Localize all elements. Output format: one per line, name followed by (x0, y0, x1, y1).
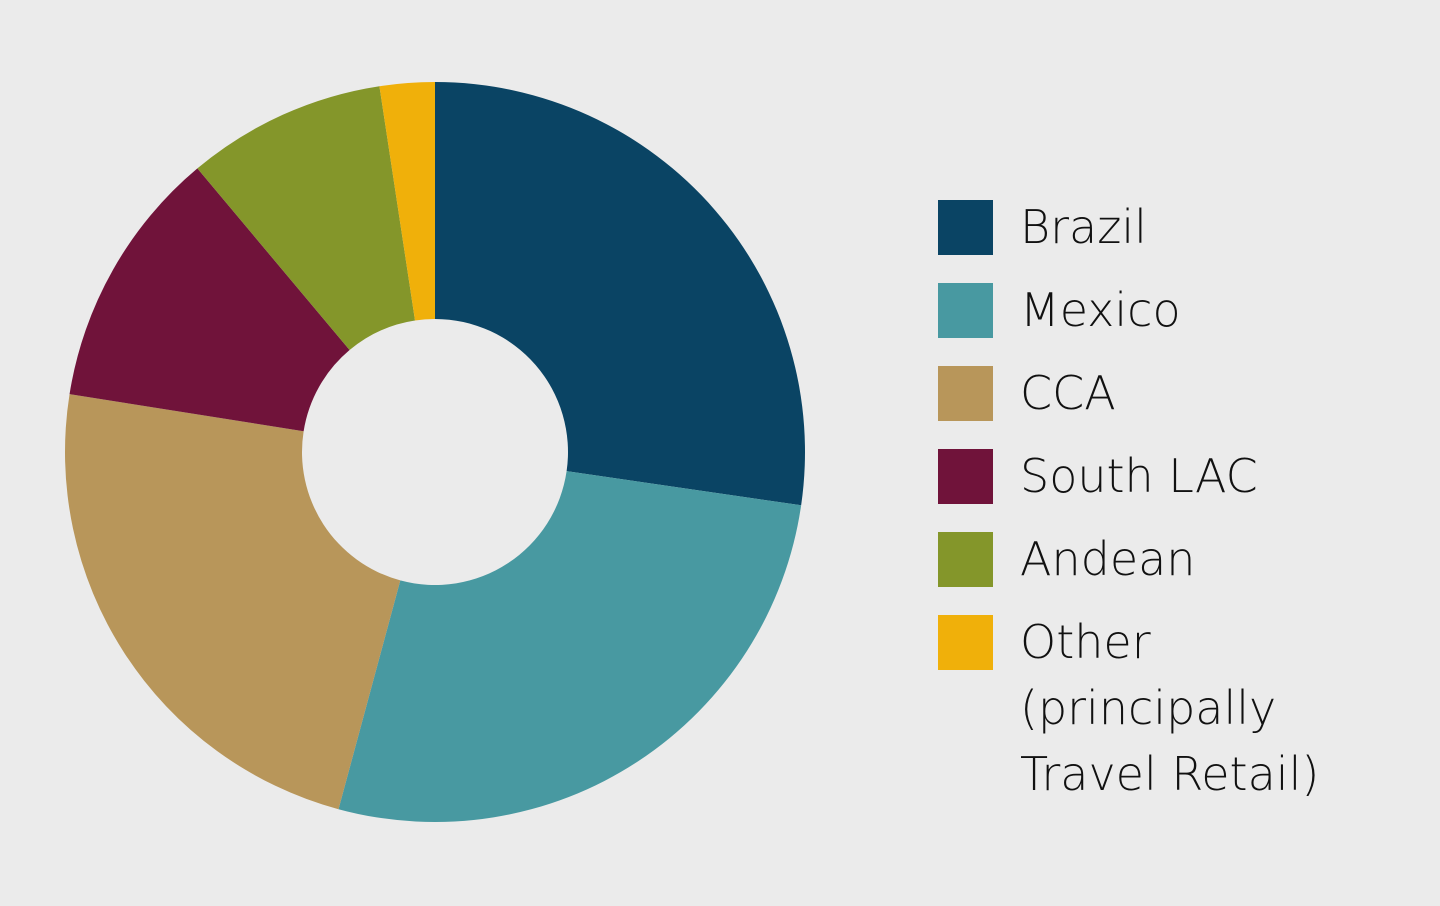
legend-item: Andean (938, 532, 1428, 592)
slice (338, 471, 802, 823)
legend-swatch (938, 449, 993, 504)
donut (65, 82, 806, 823)
legend-label: South LAC (1020, 449, 1258, 503)
legend-label: Other (principally Travel Retail) (1020, 615, 1320, 801)
legend-item: Other (principally Travel Retail) (938, 615, 1428, 807)
slice (197, 86, 416, 351)
legend-label: Andean (1020, 532, 1196, 586)
legend-swatch (938, 283, 993, 338)
slice (65, 394, 401, 810)
legend-swatch (938, 532, 993, 587)
legend-item: Mexico (938, 283, 1428, 343)
slice (69, 168, 350, 432)
legend: Brazil Mexico CCA South LAC Andean Other (pri… (938, 200, 1428, 830)
legend-label: Mexico (1020, 283, 1181, 337)
legend-item: CCA (938, 366, 1428, 426)
legend-item: South LAC (938, 449, 1428, 509)
slice (435, 82, 806, 506)
legend-swatch (938, 615, 993, 670)
legend-label: CCA (1020, 366, 1116, 420)
legend-swatch (938, 366, 993, 421)
legend-swatch (938, 200, 993, 255)
legend-label: Brazil (1020, 200, 1147, 254)
legend-item: Brazil (938, 200, 1428, 260)
slice (379, 82, 435, 321)
